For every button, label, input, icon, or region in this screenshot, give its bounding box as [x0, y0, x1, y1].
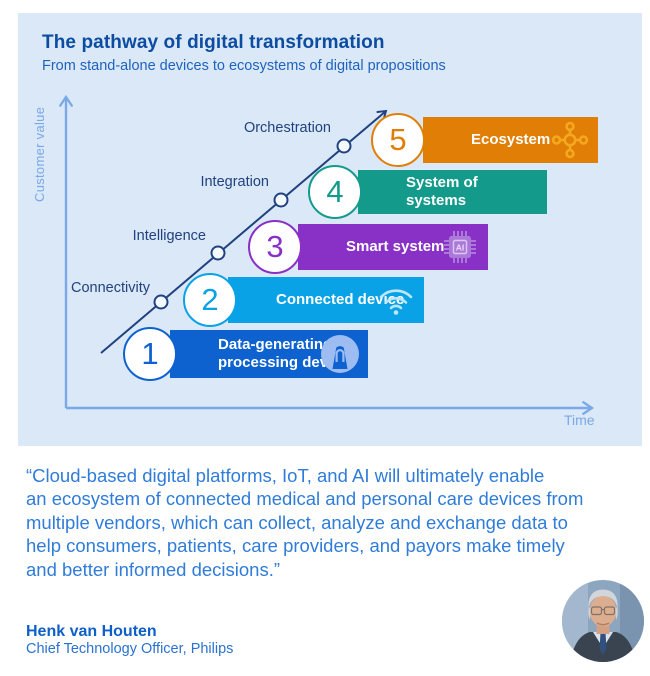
- quote-line: and better informed decisions.”: [26, 558, 280, 580]
- milestone-label-intelligence: Intelligence: [132, 228, 206, 244]
- milestone-node: [210, 245, 226, 261]
- attribution-role: Chief Technology Officer, Philips: [26, 641, 234, 657]
- stage-bar-3: Smart system AI: [298, 224, 488, 270]
- wifi-icon: [379, 289, 413, 315]
- stage-number-badge-2: 2: [183, 273, 237, 327]
- quote-line: an ecosystem of connected medical and pe…: [26, 488, 584, 510]
- stage-number-badge-5: 5: [371, 113, 425, 167]
- axes-and-pathway: [59, 94, 595, 415]
- quote-line: “Cloud-based digital platforms, IoT, and…: [26, 465, 545, 486]
- stage-label: Smart system: [346, 238, 445, 255]
- stage-label: Connected device: [276, 291, 405, 308]
- stage-bar-4: System of systems ⚙ ⚙: [358, 170, 547, 214]
- page-subtitle: From stand-alone devices to ecosystems o…: [42, 58, 446, 74]
- milestone-label-orchestration: Orchestration: [243, 120, 331, 136]
- stage-bar-1: Data-generating & processing device: [170, 330, 368, 378]
- mri-scanner-icon: [321, 335, 359, 373]
- svg-text:AI: AI: [456, 243, 465, 253]
- portrait-photo: [562, 580, 644, 662]
- quote-line: help consumers, patients, care providers…: [26, 535, 565, 557]
- milestone-node: [273, 192, 289, 208]
- milestone-label-connectivity: Connectivity: [71, 280, 150, 296]
- quote-text: “Cloud-based digital platforms, IoT, and…: [26, 464, 583, 581]
- milestone-label-integration: Integration: [200, 174, 269, 190]
- diagram-panel: The pathway of digital transformation Fr…: [18, 13, 642, 446]
- quote-line: multiple vendors, which can collect, ana…: [26, 511, 568, 533]
- milestone-node: [153, 294, 169, 310]
- stage-bar-2: Connected device: [228, 277, 424, 323]
- stage-label: Ecosystem: [471, 131, 551, 148]
- milestone-node: [336, 138, 352, 154]
- stage-number-badge-1: 1: [123, 327, 177, 381]
- stage-bar-5: Ecosystem: [423, 117, 598, 163]
- attribution-name: Henk van Houten: [26, 623, 157, 640]
- pathway-arrow: [100, 109, 388, 354]
- stage-number-badge-4: 4: [308, 165, 362, 219]
- stage-number-badge-3: 3: [248, 220, 302, 274]
- network-hub-icon: [551, 121, 589, 159]
- stage-label: System of systems: [406, 174, 478, 209]
- x-axis-label: Time: [564, 412, 595, 428]
- stage-label: Data-generating & processing device: [218, 336, 349, 371]
- page-title: The pathway of digital transformation: [42, 32, 385, 53]
- y-axis-label: Customer value: [32, 106, 47, 202]
- ai-chip-icon: AI: [444, 231, 476, 263]
